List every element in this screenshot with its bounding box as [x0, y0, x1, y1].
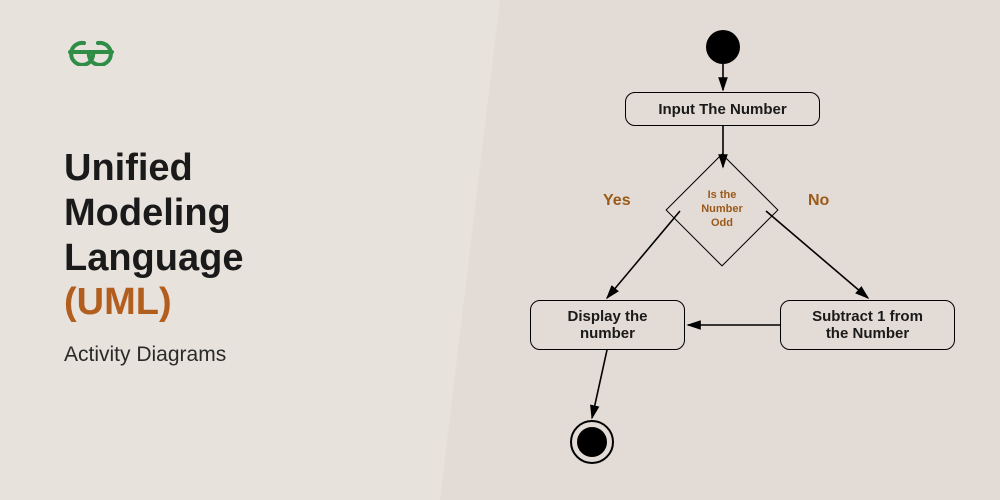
input-node-label: Input The Number [658, 101, 786, 118]
edge-label-no: No [808, 192, 829, 210]
end-node-inner [577, 427, 607, 457]
activity-diagram: Input The Number Is theNumberOdd Display… [470, 0, 1000, 500]
title-block: Unified Modeling Language (UML) Activity… [64, 146, 243, 367]
edge-label-yes: Yes [603, 192, 631, 210]
input-node: Input The Number [625, 92, 820, 126]
subtitle: Activity Diagrams [64, 343, 243, 367]
decision-node: Is theNumberOdd [682, 170, 762, 250]
display-node-label: Display thenumber [567, 308, 647, 342]
title-line-3: Language [64, 236, 243, 281]
start-node [706, 30, 740, 64]
end-node [570, 420, 614, 464]
display-node: Display thenumber [530, 300, 685, 350]
gfg-logo [60, 38, 122, 71]
title-line-2: Modeling [64, 191, 243, 236]
title-line-1: Unified [64, 146, 243, 191]
subtract-node-label: Subtract 1 fromthe Number [812, 308, 923, 342]
subtract-node: Subtract 1 fromthe Number [780, 300, 955, 350]
decision-node-label: Is theNumberOdd [701, 189, 743, 230]
title-uml: (UML) [64, 280, 243, 325]
